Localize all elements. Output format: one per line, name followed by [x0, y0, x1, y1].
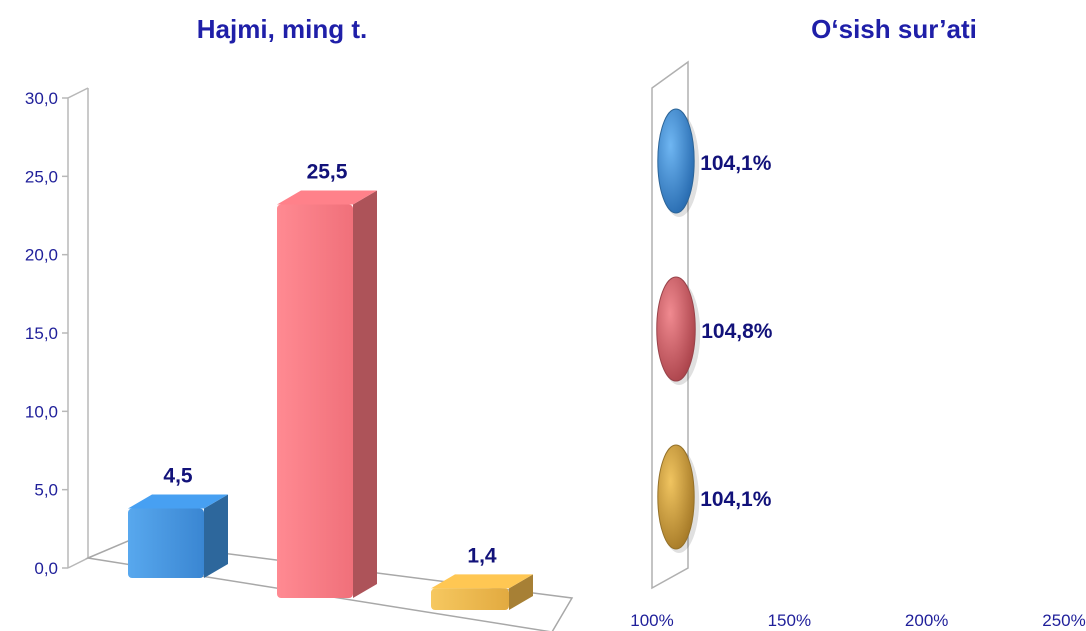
bar-front [431, 588, 509, 610]
growth-bar-1 [657, 108, 700, 217]
back-wall-edge [67, 88, 89, 569]
growth-bar-disc [656, 276, 696, 382]
bar-2 [277, 190, 377, 598]
y-tick-label: 15,0 [25, 324, 58, 343]
y-axis-line [67, 87, 89, 568]
bar-value-label: 25,5 [307, 160, 348, 183]
bar-top [431, 574, 533, 589]
growth-value-label: 104,8% [701, 320, 773, 343]
y-tick-label: 10,0 [25, 402, 58, 421]
x-tick-label: 250% [1042, 611, 1085, 630]
bar-value-label: 1,4 [467, 544, 497, 567]
bar-front [277, 204, 353, 598]
y-tick-label: 0,0 [34, 559, 58, 578]
growth-bar-2 [656, 276, 701, 385]
bar-value-label: 4,5 [163, 465, 193, 488]
chart-title-growth: O‘sish sur’ati [811, 14, 977, 44]
bar-side [509, 574, 533, 610]
bar-1 [128, 494, 228, 578]
growth-bar-disc [657, 108, 695, 214]
y-tick-label: 20,0 [25, 246, 58, 265]
bar-3 [431, 574, 533, 610]
y-tick-label: 30,0 [25, 89, 58, 108]
bar-side [353, 190, 377, 598]
y-tick-label: 25,0 [25, 167, 58, 186]
bar-top [128, 494, 228, 509]
x-tick-label: 200% [905, 611, 948, 630]
growth-value-label: 104,1% [700, 488, 772, 511]
growth-rate-chart: O‘sish sur’ati 100% 150% 200% 250% 104,1% 10… [630, 14, 1085, 630]
bar-front [128, 508, 204, 578]
growth-bar-disc [657, 444, 695, 550]
y-tick-label: 5,0 [34, 481, 58, 500]
growth-bar-3 [657, 444, 700, 553]
x-tick-label: 150% [768, 611, 811, 630]
bar-side [204, 494, 228, 578]
x-tick-label: 100% [630, 611, 673, 630]
growth-value-label: 104,1% [700, 152, 772, 175]
chart-title-volume: Hajmi, ming t. [197, 14, 367, 44]
bar-top [277, 190, 377, 205]
volume-bar-chart: Hajmi, ming t. 0,0 5,0 10,0 15,0 20,0 25,0 30,… [25, 14, 574, 631]
